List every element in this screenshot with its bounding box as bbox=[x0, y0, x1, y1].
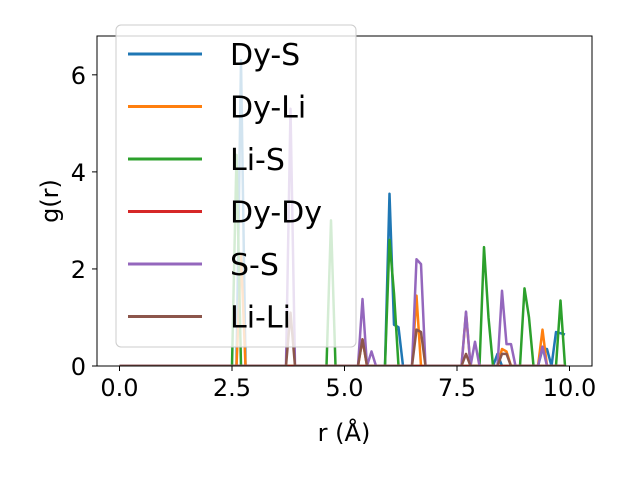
x-tick-label: 10.0 bbox=[543, 374, 596, 402]
legend-label: Li-S bbox=[230, 143, 285, 178]
y-tick-label: 6 bbox=[71, 62, 86, 90]
y-axis-label: g(r) bbox=[36, 179, 64, 223]
legend-label: S-S bbox=[230, 248, 279, 283]
legend-label: Li-Li bbox=[230, 301, 291, 336]
x-tick-label: 2.5 bbox=[213, 374, 251, 402]
y-tick-label: 2 bbox=[71, 256, 86, 284]
legend: Dy-S Dy-Li Li-S Dy-Dy S-S Li-Li bbox=[115, 24, 357, 348]
series-line-li-li bbox=[119, 311, 565, 366]
x-tick-label: 5.0 bbox=[325, 374, 363, 402]
y-tick-label: 4 bbox=[71, 159, 86, 187]
legend-label: Dy-Li bbox=[230, 91, 306, 126]
legend-box bbox=[115, 24, 357, 348]
series-line-li-s bbox=[119, 153, 567, 366]
legend-label: Dy-Dy bbox=[230, 196, 322, 231]
x-tick-label: 0.0 bbox=[100, 374, 138, 402]
x-tick-label: 7.5 bbox=[438, 374, 476, 402]
y-tick-label: 0 bbox=[71, 353, 86, 381]
series-line-s-s bbox=[119, 107, 565, 366]
axes: 0.0 2.5 5.0 7.5 10.0 0 2 4 6 bbox=[71, 35, 596, 402]
x-axis-label: r (Å) bbox=[318, 418, 371, 447]
legend-label: Dy-S bbox=[230, 38, 300, 73]
